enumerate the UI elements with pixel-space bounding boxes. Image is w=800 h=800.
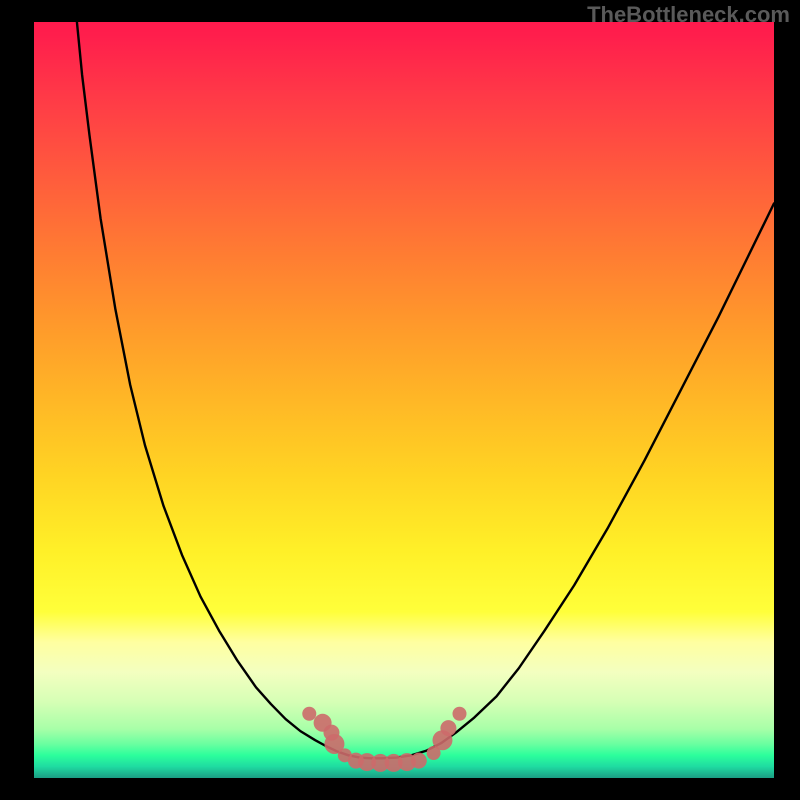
data-marker: [411, 753, 427, 769]
gradient-background: [34, 22, 774, 778]
bottleneck-curve-plot: [34, 22, 774, 778]
data-marker: [302, 707, 316, 721]
chart-container: TheBottleneck.com: [0, 0, 800, 800]
data-marker: [453, 707, 467, 721]
data-marker: [440, 720, 456, 736]
